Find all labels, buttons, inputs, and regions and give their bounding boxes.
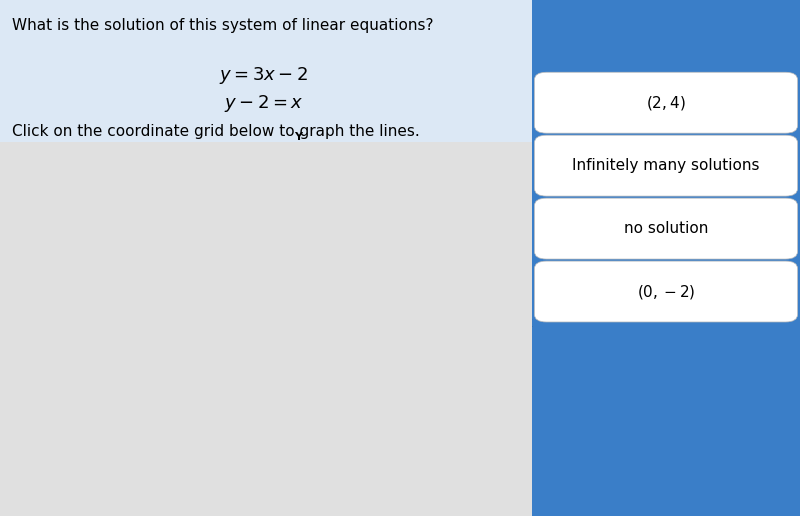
Text: $y - 2 = x$: $y - 2 = x$ [224, 93, 304, 114]
Text: X: X [524, 319, 533, 329]
Text: no solution: no solution [624, 221, 708, 236]
Text: $(2, 4)$: $(2, 4)$ [646, 94, 686, 111]
Text: Infinitely many solutions: Infinitely many solutions [572, 158, 760, 173]
Text: $(0, -2)$: $(0, -2)$ [637, 283, 695, 300]
Text: $y = 3x - 2$: $y = 3x - 2$ [219, 64, 309, 86]
Text: Click on the coordinate grid below to graph the lines.: Click on the coordinate grid below to gr… [12, 124, 420, 139]
Text: What is the solution of this system of linear equations?: What is the solution of this system of l… [12, 18, 434, 33]
Text: Y: Y [294, 132, 302, 142]
